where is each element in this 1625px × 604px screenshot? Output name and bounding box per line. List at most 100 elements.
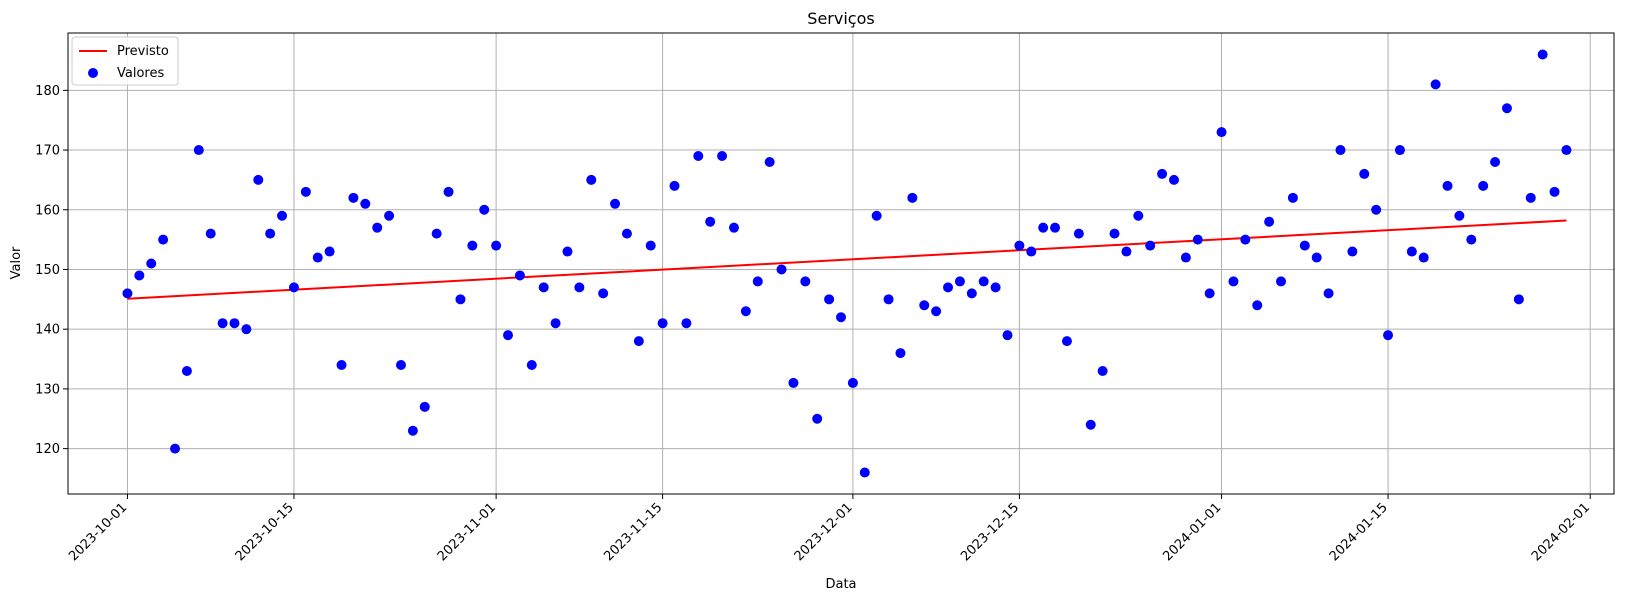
data-point <box>122 288 133 299</box>
data-point <box>859 467 870 478</box>
data-point <box>1371 204 1382 215</box>
data-point <box>728 222 739 233</box>
data-point <box>550 318 561 329</box>
data-point <box>788 377 799 388</box>
data-point <box>1442 180 1453 191</box>
y-tick-label: 150 <box>35 263 60 278</box>
y-axis-label: Valor <box>9 246 24 279</box>
data-point <box>193 145 204 156</box>
data-point <box>669 180 680 191</box>
data-point <box>836 312 846 323</box>
data-point <box>693 151 704 162</box>
data-point <box>1478 180 1489 191</box>
data-point <box>1026 246 1037 257</box>
plot-area-frame <box>67 32 1615 495</box>
data-point <box>895 348 906 359</box>
data-point <box>443 186 454 197</box>
legend-box <box>71 36 179 86</box>
trend-line <box>127 219 1567 300</box>
data-point <box>1383 330 1394 341</box>
data-point <box>931 306 942 317</box>
data-point <box>1050 222 1061 233</box>
legend-label-previsto: Previsto <box>117 44 169 59</box>
data-point <box>1097 365 1108 376</box>
data-point <box>277 210 288 221</box>
data-point <box>455 294 466 305</box>
data-point <box>633 336 644 347</box>
data-point <box>1252 300 1263 311</box>
y-tick-label: 140 <box>35 323 60 338</box>
data-point <box>217 318 228 329</box>
data-point <box>419 401 430 412</box>
data-point <box>372 222 383 233</box>
data-point <box>990 282 1001 293</box>
data-point <box>1311 252 1322 263</box>
data-point <box>491 240 502 251</box>
data-point <box>1204 288 1215 299</box>
data-point <box>1145 240 1156 251</box>
data-point <box>1347 246 1358 257</box>
data-point <box>170 443 181 454</box>
data-point <box>847 377 858 388</box>
data-point <box>717 151 728 162</box>
data-point <box>395 360 406 371</box>
data-point <box>705 216 716 227</box>
data-point <box>978 276 989 287</box>
data-point <box>1549 186 1560 197</box>
data-point <box>324 246 335 257</box>
data-point <box>1537 49 1548 60</box>
data-point <box>907 192 918 203</box>
data-point <box>1264 216 1275 227</box>
data-point <box>1454 210 1465 221</box>
data-point <box>966 288 977 299</box>
data-point <box>134 270 145 281</box>
data-point <box>360 198 371 209</box>
data-point <box>621 228 632 239</box>
data-point <box>919 300 930 311</box>
data-point <box>514 270 525 281</box>
data-point <box>752 276 763 287</box>
data-point <box>1002 330 1013 341</box>
legend-label-valores: Valores <box>117 66 164 81</box>
grid <box>68 33 1614 494</box>
data-point <box>1430 79 1441 90</box>
data-point <box>1287 192 1298 203</box>
data-point <box>1406 246 1417 257</box>
data-point <box>1157 168 1168 179</box>
data-point <box>776 264 787 275</box>
data-point <box>610 198 621 209</box>
data-point <box>1180 252 1191 263</box>
data-point <box>467 240 478 251</box>
data-point <box>800 276 811 287</box>
data-point <box>407 425 418 436</box>
y-tick-label: 160 <box>35 203 60 218</box>
data-point <box>384 210 395 221</box>
data-point <box>1299 240 1310 251</box>
data-point <box>503 330 514 341</box>
data-point <box>288 282 299 293</box>
legend-point-swatch <box>88 68 98 78</box>
data-point <box>681 318 692 329</box>
chart-title: Serviços <box>807 9 874 28</box>
data-point <box>1466 234 1477 245</box>
data-point <box>526 360 537 371</box>
data-point <box>158 234 169 245</box>
data-point <box>146 258 157 269</box>
data-point <box>431 228 442 239</box>
data-point <box>479 204 490 215</box>
data-point <box>1192 234 1203 245</box>
data-point <box>1513 294 1524 305</box>
data-point <box>1525 192 1536 203</box>
data-point <box>181 365 192 376</box>
data-point <box>598 288 609 299</box>
data-point <box>265 228 276 239</box>
data-point <box>1109 228 1120 239</box>
data-point <box>883 294 894 305</box>
data-point <box>1216 127 1227 138</box>
y-axis-ticks: 120 130 140 150 160 170 180 <box>35 84 68 457</box>
data-point <box>1359 168 1370 179</box>
data-point <box>336 360 347 371</box>
data-point <box>1276 276 1287 287</box>
data-point <box>871 210 882 221</box>
